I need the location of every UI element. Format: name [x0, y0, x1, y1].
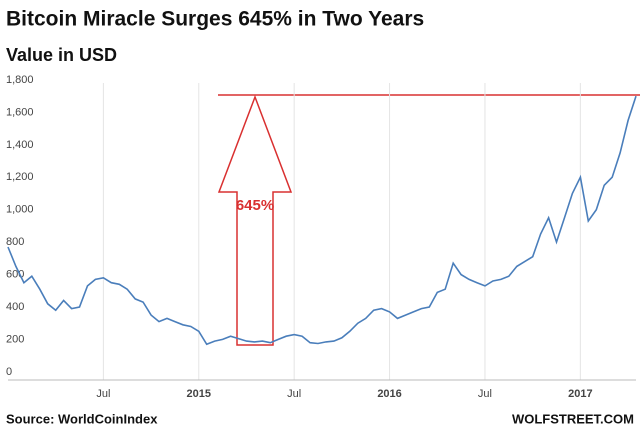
annotation: 645% — [236, 197, 274, 214]
x-tick-label: Jul — [478, 388, 492, 400]
y-tick-label: 800 — [6, 236, 24, 248]
chart-title: Bitcoin Miracle Surges 645% in Two Years — [6, 8, 424, 31]
chart-subtitle: Value in USD — [6, 45, 117, 65]
source: Source: WorldCoinIndex — [6, 411, 158, 426]
credit: WOLFSTREET.COM — [512, 411, 634, 426]
y-tick-label: 1,400 — [6, 139, 34, 151]
x-tick-label: Jul — [287, 388, 301, 400]
line-series — [7, 95, 637, 346]
y-tick-label: 600 — [6, 269, 24, 281]
x-tick-label: 2015 — [187, 388, 211, 400]
x-tick-label: 2016 — [377, 388, 401, 400]
y-tick-label: 1,000 — [6, 204, 34, 216]
x-tick-label: 2017 — [568, 388, 592, 400]
plot: 0 200 400 600 800 1,000 1,200 1,400 1,600 1,800 Ju… — [6, 74, 637, 400]
y-tick-label: 400 — [6, 301, 24, 313]
y-tick-label: 1,600 — [6, 106, 34, 118]
y-tick-label: 1,800 — [6, 74, 34, 86]
x-tick-label: Jul — [96, 388, 110, 400]
arrow — [217, 94, 293, 346]
y-tick-label: 0 — [6, 366, 12, 378]
y-tick-label: 200 — [6, 333, 24, 345]
y-tick-label: 1,200 — [6, 171, 34, 183]
